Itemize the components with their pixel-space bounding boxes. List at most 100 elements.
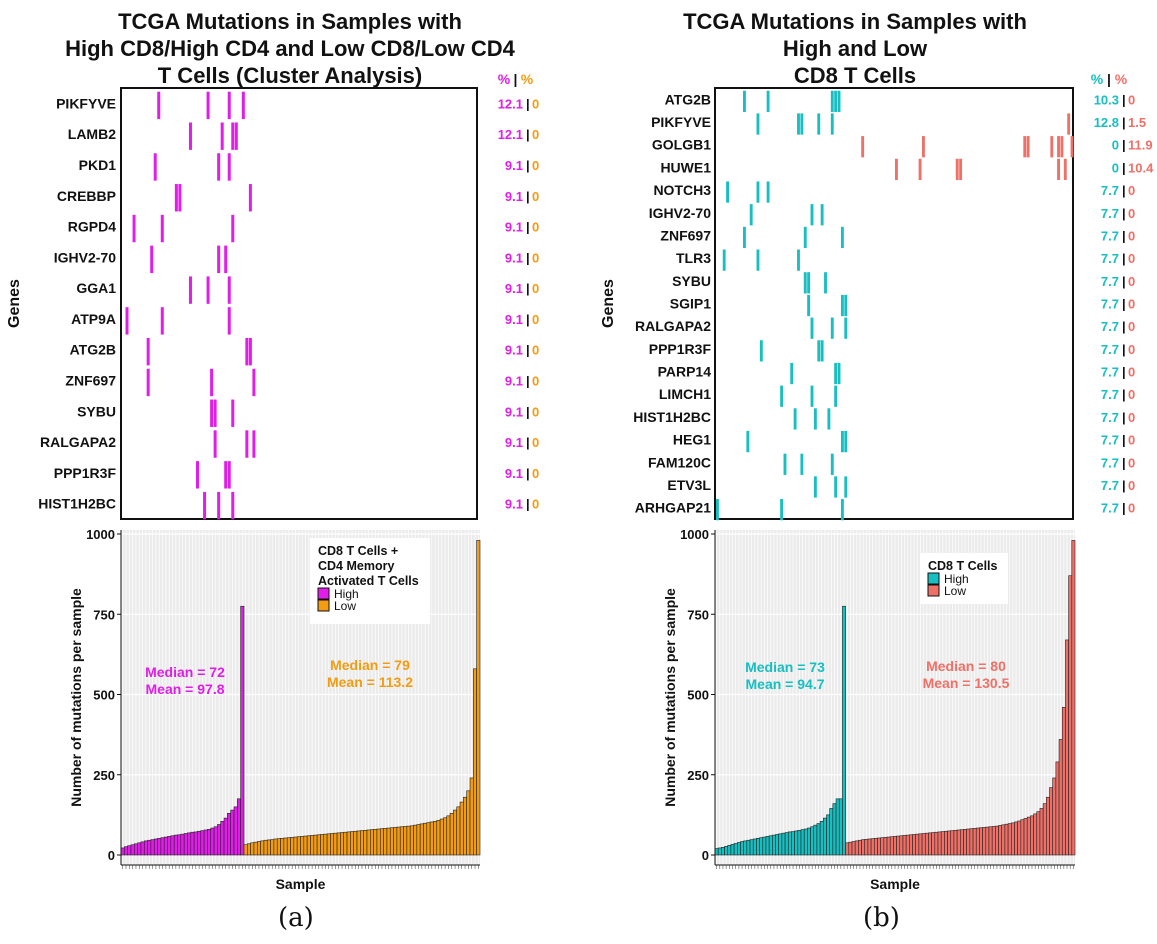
panel-b-bar-low <box>979 827 983 856</box>
panel-b-pct-high: 7.7 <box>1101 206 1119 221</box>
panel-a-pct-high: 9.1 <box>505 435 523 450</box>
panel-a-mutation-mark <box>213 399 217 427</box>
panel-b-mutation-mark <box>840 430 844 453</box>
panel-b-bar-high <box>772 834 776 856</box>
panel-a-bar-high <box>197 830 202 856</box>
panel-b-bar-high <box>778 833 783 856</box>
panel-b-bar-high <box>724 846 729 856</box>
panel-b-pct-high: 7.7 <box>1101 501 1119 516</box>
panel-b-pct-low: 0 <box>1128 342 1135 357</box>
panel-a-pct-high: 9.1 <box>505 373 523 388</box>
panel-b-pct-low: 0 <box>1128 478 1135 493</box>
panel-b-bar-high <box>838 798 843 856</box>
panel-b-mutation-mark <box>743 226 746 249</box>
panel-a-pct-low: 0 <box>532 220 539 235</box>
panel-b-mutation-mark <box>844 430 848 453</box>
panel-a-pct-high: 9.1 <box>505 189 523 204</box>
panel-a-mutation-mark <box>241 91 245 120</box>
panel-a-mutation-mark <box>227 307 231 335</box>
panel-b-pct-low: 0 <box>1128 228 1135 243</box>
panel-a-bar-low <box>419 823 424 856</box>
panel-b-mutation-mark <box>749 204 753 226</box>
panel-b-mutation-mark <box>810 204 814 226</box>
panel-a-pct-low: 0 <box>532 158 539 173</box>
panel-a-mutation-mark <box>220 122 224 150</box>
panel-a-mutation-mark <box>146 337 150 366</box>
panel-b-bar-low <box>950 830 955 856</box>
panel-b-bar-high <box>823 817 827 856</box>
panel-b-bar-low <box>998 825 1003 856</box>
panel-a-mutation-mark <box>188 122 192 150</box>
panel-b-bar-low <box>893 836 897 856</box>
caption-a: (a) <box>278 903 314 933</box>
panel-b-gene-label: RALGAPA2 <box>635 318 711 334</box>
panel-a-bar-low <box>459 801 464 856</box>
panel-a-stats-high: Median = 72 <box>145 664 225 680</box>
panel-b-pct-sep: | <box>1122 501 1126 516</box>
panel-b-mutation-mark <box>756 249 760 271</box>
panel-a-bar-low <box>463 796 468 856</box>
panel-a-bar-low <box>273 838 278 856</box>
panel-b-bar-low <box>1039 808 1044 856</box>
panel-b-gene-label: IGHV2-70 <box>649 205 711 221</box>
panel-a-pct-sep: | <box>526 220 530 235</box>
panel-b-ytick-label: 500 <box>687 688 709 703</box>
panel-a-bar-low <box>466 790 471 856</box>
panel-b-legend-key <box>927 572 940 585</box>
panel-a-bar-low <box>416 824 421 856</box>
panel-a-bar-high <box>160 837 165 856</box>
panel-b-bar-low <box>864 838 869 856</box>
panel-a-bar-low <box>320 834 325 856</box>
panel-b-bar-low <box>940 831 945 856</box>
panel-b-pct-low: 0 <box>1128 183 1135 198</box>
panel-b-bar-low <box>899 835 904 856</box>
panel-a-stats-low: Median = 79 <box>330 657 410 673</box>
panel-a-bar-high <box>124 846 128 856</box>
panel-b-mutation-mark <box>813 408 817 430</box>
panel-a-mutation-mark <box>217 491 221 520</box>
panel-b-bar-low <box>845 842 850 856</box>
panel-b-mutation-mark <box>807 294 811 317</box>
panel-b-bar-high <box>797 829 802 856</box>
panel-a-mutation-mark <box>245 337 249 366</box>
panel-b-mutation-mark <box>759 340 763 362</box>
panel-a-gene-label: CREBBP <box>57 188 116 204</box>
panel-a-mutation-mark <box>227 153 231 181</box>
panel-a-bar-low <box>373 829 378 856</box>
panel-b-mutation-mark <box>780 499 784 521</box>
panel-a-bar-low <box>330 833 335 856</box>
panel-b-gene-label: FAM120C <box>648 454 711 470</box>
panel-b-pct-high: 7.7 <box>1101 274 1119 289</box>
panel-b-bar-low <box>947 830 952 856</box>
panel-a-bar-low <box>280 838 285 856</box>
panel-b-bar-low <box>924 832 929 856</box>
panel-b-pct-sep: | <box>1122 297 1126 312</box>
panel-b-bar-high <box>816 823 821 856</box>
panel-b-bar-high <box>749 839 754 856</box>
panel-b-bar-low <box>982 827 987 856</box>
panel-a-bar-low <box>366 829 371 856</box>
panel-b-bar-high <box>740 841 744 856</box>
panel-a-pct-low: 0 <box>532 343 539 358</box>
panel-b-bar-low <box>861 839 866 856</box>
panel-a-pct-high: 9.1 <box>505 466 523 481</box>
panel-b-bar-high <box>842 605 846 856</box>
panel-b-bar-low <box>1033 813 1038 856</box>
panel-a-pct-sep: | <box>526 312 530 327</box>
panel-a-bar-low <box>423 822 428 856</box>
panel-a-legend-title: CD4 Memory <box>318 559 394 573</box>
panel-b-bar-low <box>1046 796 1050 856</box>
panel-a-xlabel: Sample <box>276 876 326 892</box>
panel-b-mutation-mark <box>716 499 719 521</box>
panel-a-pct-high: 12.1 <box>498 127 523 142</box>
panel-b-mutation-mark <box>726 181 730 203</box>
panel-b-bar-low <box>991 826 996 856</box>
panel-b-mutation-mark <box>800 113 804 135</box>
panel-a-mutation-mark <box>160 214 164 243</box>
panel-a-pct-sep: | <box>526 158 530 173</box>
panel-a-stats-low: Mean = 113.2 <box>327 674 413 690</box>
panel-b-pct-sep: | <box>1122 365 1126 380</box>
panel-a-bar-high <box>153 838 158 856</box>
panel-b-mutation-mark <box>1063 158 1067 181</box>
